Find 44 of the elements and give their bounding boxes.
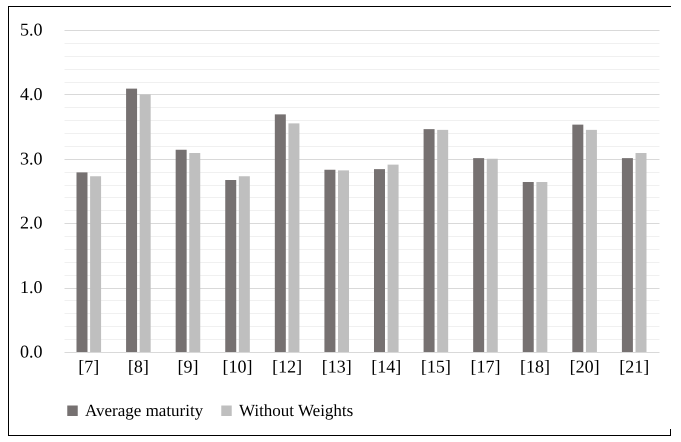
bar — [622, 158, 633, 352]
bar — [126, 88, 138, 352]
y-tick-label: 0.0 — [20, 342, 42, 362]
y-tick-label: 3.0 — [20, 148, 42, 168]
bar — [338, 170, 350, 352]
x-tick-label: [20] — [570, 356, 600, 376]
x-tick-label: [9] — [177, 356, 198, 376]
x-tick-label: [8] — [128, 356, 149, 376]
y-tick-label: 5.0 — [20, 20, 42, 40]
bar — [636, 153, 647, 352]
bar — [586, 130, 597, 352]
y-tick-label: 4.0 — [20, 84, 42, 104]
bar — [424, 129, 435, 352]
x-tick-label: [12] — [272, 356, 302, 376]
bar — [140, 94, 151, 352]
y-tick-label: 2.0 — [20, 212, 42, 233]
bar — [536, 182, 548, 352]
bar — [522, 182, 534, 352]
x-tick-label: [15] — [420, 356, 451, 376]
x-tick-label: [18] — [520, 356, 550, 376]
x-tick-label: [17] — [470, 356, 500, 376]
x-tick-label: [7] — [78, 356, 100, 376]
bar — [374, 169, 385, 352]
legend-label: Without Weights — [239, 400, 354, 420]
bar — [388, 164, 399, 352]
x-tick-label: [10] — [222, 356, 253, 376]
bar — [288, 123, 300, 352]
bar — [189, 153, 200, 352]
x-tick-label: [14] — [371, 356, 402, 376]
bar — [90, 176, 102, 352]
y-tick-label: 1.0 — [20, 277, 42, 298]
bar — [274, 114, 286, 352]
legend-label: Average maturity — [85, 400, 204, 420]
bar — [572, 124, 584, 352]
x-tick-label: [21] — [619, 356, 650, 376]
bar — [176, 150, 187, 352]
bar — [238, 176, 250, 352]
bar — [76, 172, 88, 352]
bar — [486, 158, 498, 352]
bar — [437, 130, 448, 352]
bar — [473, 158, 484, 352]
x-tick-label: [13] — [322, 356, 352, 376]
bar — [225, 180, 236, 352]
bar — [324, 170, 336, 352]
